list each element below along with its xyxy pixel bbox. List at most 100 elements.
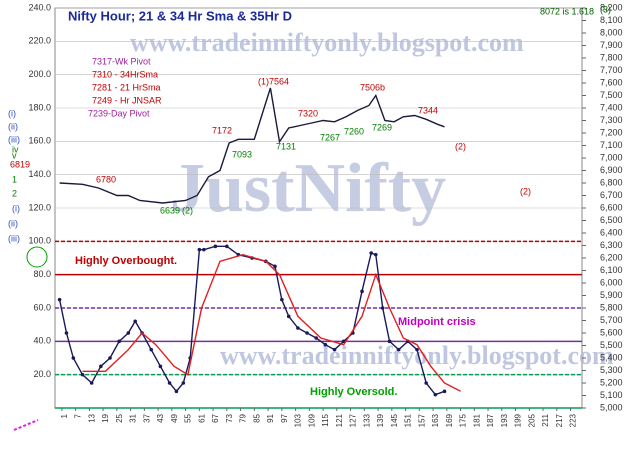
annotation: (2) <box>520 186 531 196</box>
x-tick-label: 169 <box>445 413 454 427</box>
x-tick-label: 103 <box>294 413 303 427</box>
y2-tick-label: 6,600 <box>600 202 623 212</box>
y-tick-label: 240.0 <box>28 2 51 12</box>
x-tick-label: 181 <box>472 413 481 427</box>
point <box>181 381 186 385</box>
point <box>126 331 131 335</box>
chart-title: Nifty Hour; 21 & 34 Hr Sma & 35Hr D <box>68 8 292 23</box>
series-line <box>59 87 445 204</box>
x-tick-label: 97 <box>280 413 289 422</box>
annotation: 7131 <box>276 141 296 151</box>
point <box>380 306 385 310</box>
y2-tick-label: 6,500 <box>600 215 623 225</box>
annotation: 7317-Wk Pivot <box>92 56 151 66</box>
y2-tick-label: 6,000 <box>600 277 623 287</box>
y2-tick-label: 5,900 <box>600 290 623 300</box>
y2-tick-label: 5,400 <box>600 352 623 362</box>
x-tick-label: 199 <box>514 413 523 427</box>
y2-tick-label: 7,900 <box>600 40 623 50</box>
y2-tick-label: 7,300 <box>600 115 623 125</box>
annotation: 7093 <box>232 149 252 159</box>
annotation: 7260 <box>344 126 364 136</box>
annotation: (iii) <box>8 134 20 144</box>
y2-tick-label: 7,200 <box>600 127 623 137</box>
point <box>117 339 121 344</box>
y2-tick-label: 6,900 <box>600 165 623 175</box>
series-line <box>82 253 461 392</box>
y2-tick-label: 5,200 <box>600 377 623 387</box>
y2-tick-label: 6,400 <box>600 227 623 237</box>
annotation: 7281 - 21 HrSma <box>92 82 161 92</box>
x-tick-label: 175 <box>459 413 468 427</box>
annotation: 7269 <box>372 122 392 132</box>
point <box>133 319 137 324</box>
x-tick-label: 43 <box>156 413 165 422</box>
annotation: Highly Overbought. <box>75 255 177 267</box>
point <box>314 336 319 340</box>
x-tick-label: 121 <box>335 413 344 427</box>
x-tick-label: 127 <box>349 413 358 427</box>
annotation: v <box>12 150 17 160</box>
x-tick-label: 67 <box>211 413 220 422</box>
y2-tick-label: 8,200 <box>600 2 623 12</box>
y2-tick-label: 7,100 <box>600 140 623 150</box>
point <box>323 342 328 347</box>
annotation: 6639 <box>160 205 180 215</box>
y2-tick-label: 7,600 <box>600 77 623 87</box>
y2-tick-label: 5,800 <box>600 302 623 312</box>
x-tick-label: 211 <box>541 413 550 426</box>
annotation: (1)7564 <box>258 76 289 86</box>
annotation: 2 <box>12 188 17 198</box>
y2-tick-label: 6,100 <box>600 265 623 275</box>
y-tick-label: 100.0 <box>28 236 51 246</box>
x-tick-label: 55 <box>184 413 193 422</box>
y2-tick-label: 8,000 <box>600 27 623 37</box>
annotation: 1 <box>12 174 17 184</box>
point <box>415 347 419 352</box>
x-tick-label: 145 <box>390 413 399 427</box>
watermark: www.tradeinniftyonly.blogspot.com <box>130 28 524 57</box>
x-tick-label: 13 <box>87 413 96 422</box>
y-tick-label: 140.0 <box>28 169 51 179</box>
point <box>167 381 172 385</box>
x-tick-label: 61 <box>197 413 206 422</box>
y2-tick-label: 7,400 <box>600 102 623 112</box>
y-tick-label: 80.0 <box>33 269 51 279</box>
point <box>442 389 447 394</box>
x-tick-label: 109 <box>307 413 316 427</box>
y2-tick-label: 5,700 <box>600 315 623 325</box>
point <box>360 289 364 294</box>
point <box>305 331 309 335</box>
y2-tick-label: 8,100 <box>600 15 623 25</box>
annotation: Highly Oversold. <box>310 386 397 398</box>
point <box>158 364 163 369</box>
x-tick-label: 85 <box>252 413 261 422</box>
point <box>108 356 112 360</box>
annotation: 7506b <box>360 82 385 92</box>
point <box>174 389 179 394</box>
x-tick-label: 25 <box>115 413 124 422</box>
point <box>99 364 103 369</box>
point <box>57 297 62 302</box>
annotation: 6780 <box>96 174 116 184</box>
y-tick-label: 200.0 <box>28 69 51 79</box>
point <box>64 331 69 335</box>
x-tick-label: 193 <box>500 413 509 427</box>
annotation: Midpoint crisis <box>398 316 476 328</box>
point <box>225 244 229 249</box>
x-tick-label: 151 <box>404 413 413 427</box>
x-tick-label: 205 <box>527 413 536 427</box>
point <box>373 252 378 257</box>
annotation: (ii) <box>8 218 18 228</box>
point <box>433 392 438 397</box>
point <box>89 381 94 385</box>
annotation: (3) <box>600 4 611 14</box>
y2-tick-label: 5,100 <box>600 390 623 400</box>
annotation: 7172 <box>212 125 232 135</box>
annotation: 7267 <box>320 132 340 142</box>
point <box>424 381 428 385</box>
y2-tick-label: 7,800 <box>600 52 623 62</box>
annotation: 7249 - Hr JNSAR <box>92 95 162 105</box>
annotation: 7344 <box>418 105 438 115</box>
watermark: JustNifty <box>170 150 446 227</box>
